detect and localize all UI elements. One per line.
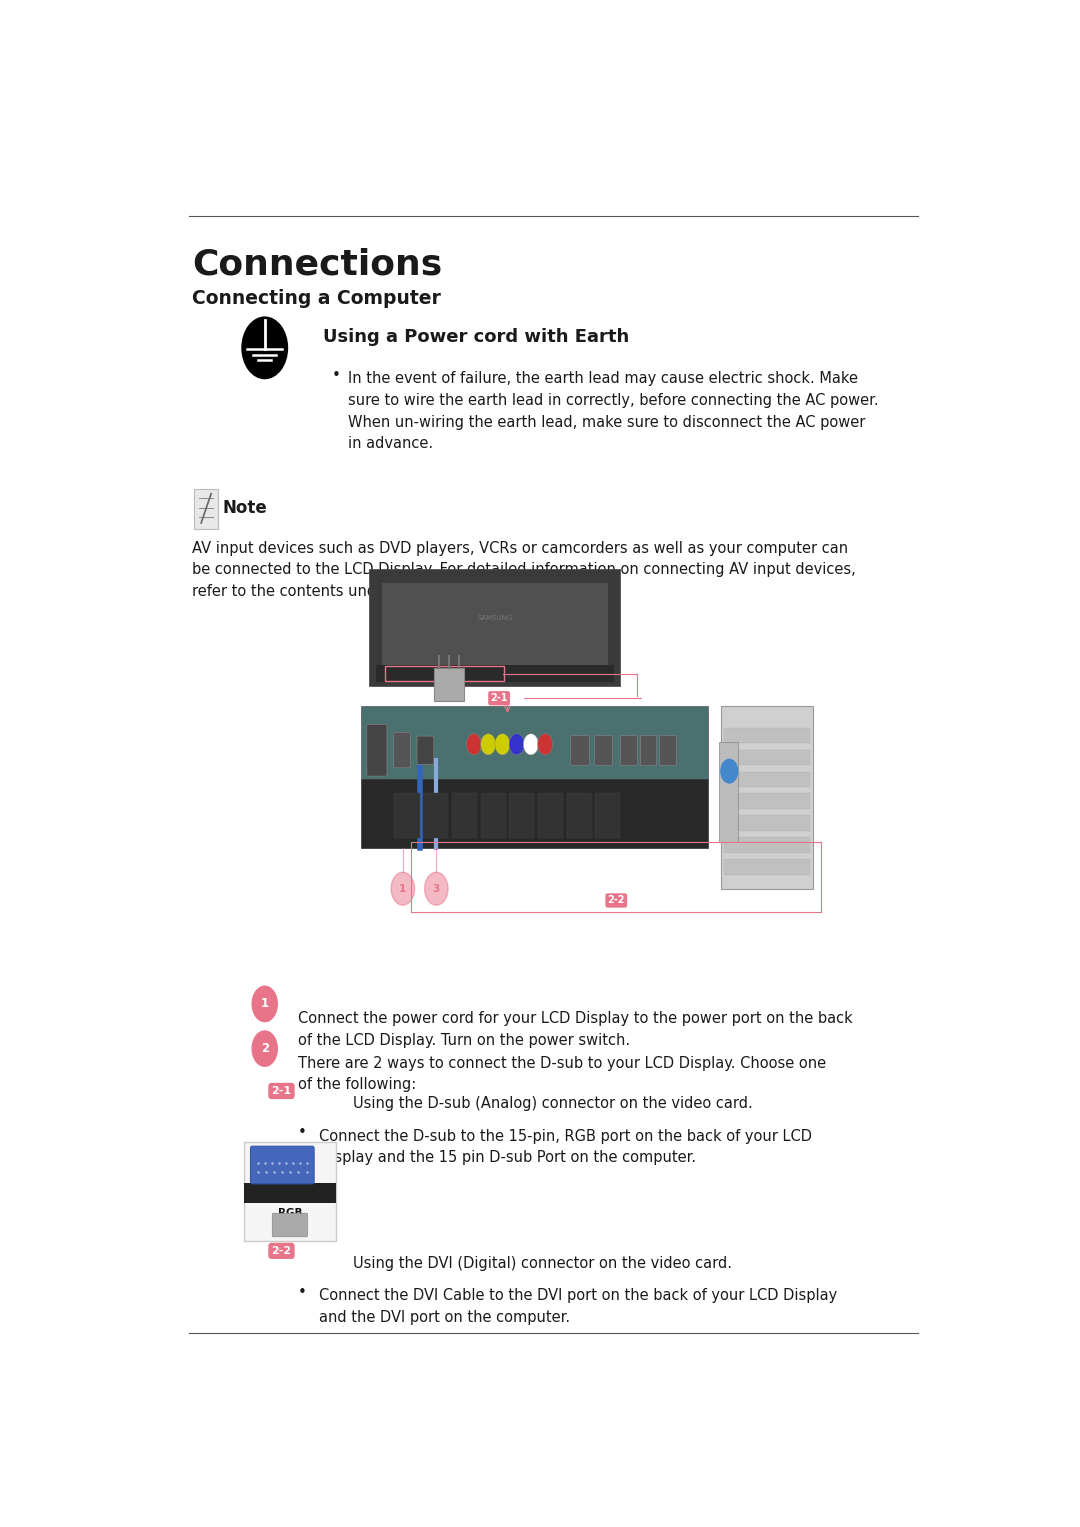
FancyBboxPatch shape: [361, 779, 708, 847]
FancyBboxPatch shape: [423, 794, 448, 838]
FancyBboxPatch shape: [725, 728, 810, 744]
Text: Connect the D-sub to the 15-pin, RGB port on the back of your LCD
Display and th: Connect the D-sub to the 15-pin, RGB por…: [320, 1128, 812, 1165]
Text: 1: 1: [400, 884, 406, 893]
Circle shape: [391, 872, 415, 906]
Text: Using a Power cord with Earth: Using a Power cord with Earth: [323, 328, 630, 345]
Circle shape: [495, 734, 510, 754]
FancyBboxPatch shape: [719, 742, 738, 841]
FancyBboxPatch shape: [244, 1142, 336, 1241]
Circle shape: [481, 734, 496, 754]
Text: SAMSUNG: SAMSUNG: [477, 615, 513, 621]
FancyBboxPatch shape: [725, 771, 810, 786]
FancyBboxPatch shape: [595, 794, 620, 838]
Text: Connections: Connections: [192, 247, 442, 282]
Circle shape: [538, 734, 553, 754]
FancyBboxPatch shape: [272, 1214, 308, 1237]
Text: 3: 3: [433, 884, 440, 893]
Text: •: •: [332, 368, 340, 383]
FancyBboxPatch shape: [725, 837, 810, 852]
Text: Connect the power cord for your LCD Display to the power port on the back
of the: Connect the power cord for your LCD Disp…: [298, 1011, 853, 1048]
FancyBboxPatch shape: [594, 734, 612, 765]
Text: Connect the DVI Cable to the DVI port on the back of your LCD Display
and the DV: Connect the DVI Cable to the DVI port on…: [320, 1289, 837, 1325]
FancyBboxPatch shape: [659, 734, 676, 765]
FancyBboxPatch shape: [721, 707, 813, 889]
Text: 2-2: 2-2: [271, 1246, 292, 1255]
FancyBboxPatch shape: [361, 707, 708, 779]
Text: 2: 2: [260, 1041, 269, 1055]
Text: 1: 1: [260, 997, 269, 1011]
Circle shape: [467, 734, 482, 754]
FancyBboxPatch shape: [451, 794, 477, 838]
Circle shape: [509, 734, 524, 754]
Text: Using the D-sub (Analog) connector on the video card.: Using the D-sub (Analog) connector on th…: [352, 1096, 753, 1110]
FancyBboxPatch shape: [481, 794, 505, 838]
FancyBboxPatch shape: [382, 583, 608, 666]
FancyBboxPatch shape: [376, 666, 613, 681]
Circle shape: [253, 1031, 278, 1066]
Circle shape: [424, 872, 448, 906]
Text: AV input devices such as DVD players, VCRs or camcorders as well as your compute: AV input devices such as DVD players, VC…: [192, 541, 855, 599]
FancyBboxPatch shape: [620, 734, 637, 765]
Text: In the event of failure, the earth lead may cause electric shock. Make
sure to w: In the event of failure, the earth lead …: [349, 371, 879, 450]
FancyBboxPatch shape: [725, 794, 810, 809]
FancyBboxPatch shape: [570, 734, 589, 765]
Text: Using the DVI (Digital) connector on the video card.: Using the DVI (Digital) connector on the…: [352, 1255, 731, 1270]
FancyBboxPatch shape: [725, 815, 810, 831]
Ellipse shape: [241, 316, 288, 379]
FancyBboxPatch shape: [244, 1183, 336, 1203]
Circle shape: [524, 734, 539, 754]
Text: Connecting a Computer: Connecting a Computer: [192, 289, 441, 308]
Circle shape: [721, 759, 738, 783]
Text: •: •: [298, 1125, 307, 1141]
FancyBboxPatch shape: [639, 734, 657, 765]
Text: There are 2 ways to connect the D-sub to your LCD Display. Choose one
of the fol: There are 2 ways to connect the D-sub to…: [298, 1055, 826, 1092]
FancyBboxPatch shape: [367, 724, 387, 776]
FancyBboxPatch shape: [394, 794, 419, 838]
FancyBboxPatch shape: [194, 489, 218, 528]
Text: •: •: [298, 1284, 307, 1299]
FancyBboxPatch shape: [725, 750, 810, 765]
FancyBboxPatch shape: [567, 794, 592, 838]
Text: 2-2: 2-2: [608, 895, 625, 906]
FancyBboxPatch shape: [510, 794, 535, 838]
FancyBboxPatch shape: [725, 860, 810, 875]
FancyBboxPatch shape: [393, 733, 410, 768]
FancyBboxPatch shape: [538, 794, 563, 838]
Text: Note: Note: [222, 499, 268, 516]
Text: 2-1: 2-1: [271, 1086, 292, 1096]
Text: RGB: RGB: [278, 1208, 302, 1219]
FancyBboxPatch shape: [369, 570, 620, 687]
FancyBboxPatch shape: [417, 736, 434, 765]
FancyBboxPatch shape: [434, 667, 464, 701]
FancyBboxPatch shape: [251, 1147, 314, 1183]
Circle shape: [253, 986, 278, 1022]
Text: 2-1: 2-1: [490, 693, 508, 704]
